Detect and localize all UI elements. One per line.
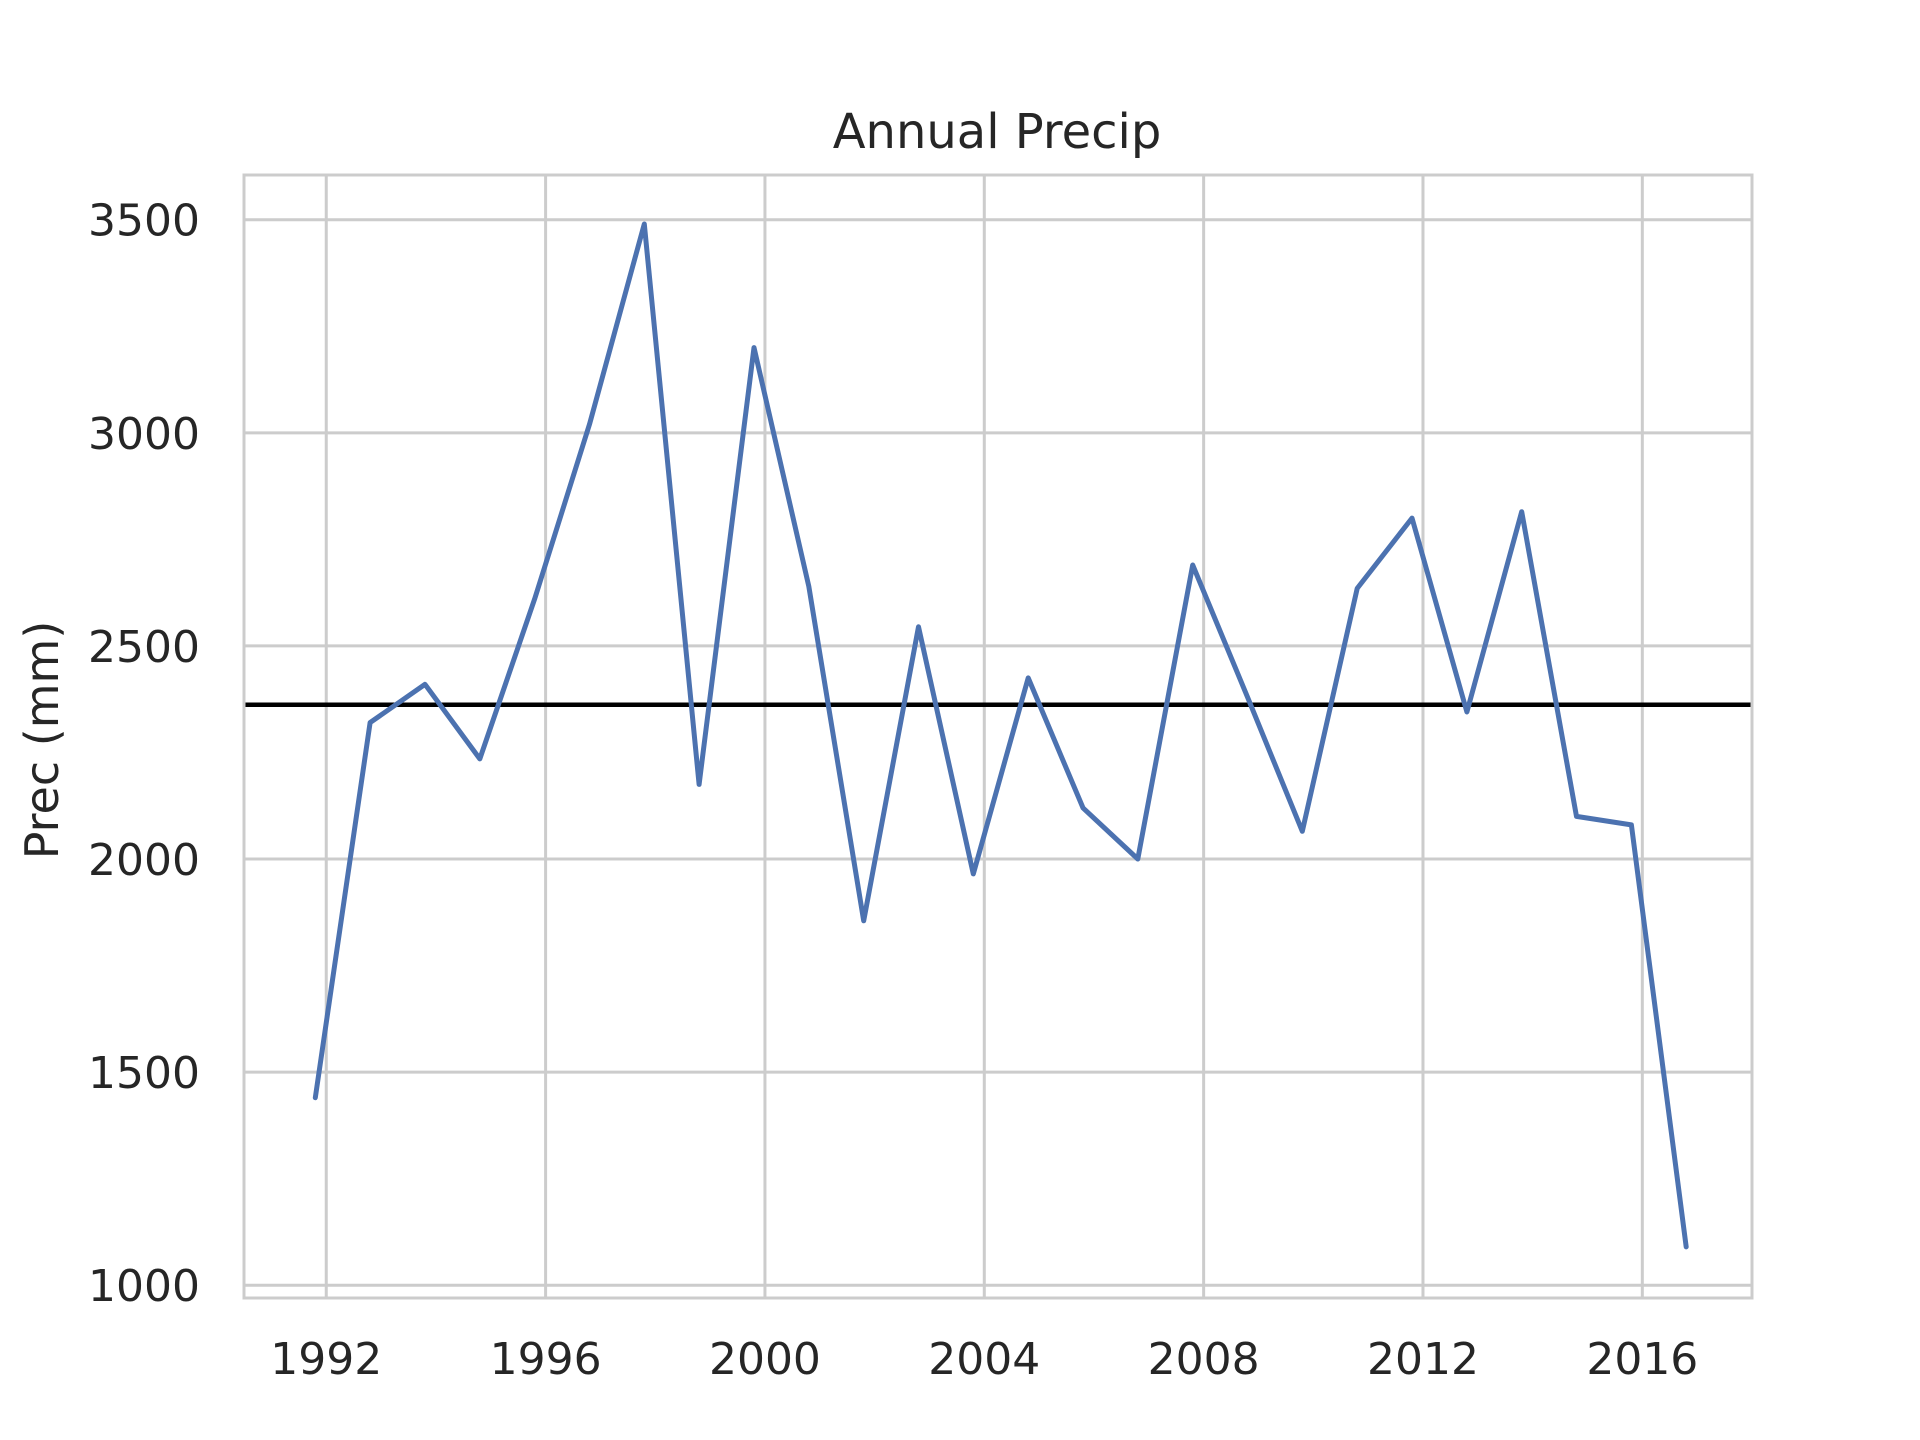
chart-title: Annual Precip — [833, 104, 1162, 160]
y-tick-labels: 1000 1500 2000 2500 3000 3500 — [88, 196, 200, 1312]
y-tick-label: 2000 — [88, 835, 200, 886]
y-tick-label: 3000 — [88, 409, 200, 460]
x-tick-labels: 1992 1996 2000 2004 2008 2012 2016 — [270, 1334, 1698, 1385]
y-axis-label: Prec (mm) — [15, 621, 69, 860]
x-tick-label: 1992 — [270, 1334, 382, 1385]
x-tick-label: 2008 — [1148, 1334, 1260, 1385]
x-tick-label: 2000 — [709, 1334, 821, 1385]
grid-lines — [244, 175, 1752, 1298]
y-tick-label: 1500 — [88, 1048, 200, 1099]
plot-frame — [242, 173, 1754, 1300]
y-tick-label: 1000 — [88, 1261, 200, 1312]
x-tick-label: 1996 — [490, 1334, 602, 1385]
y-tick-label: 2500 — [88, 622, 200, 673]
series-group — [312, 221, 1689, 1250]
x-tick-label: 2004 — [928, 1334, 1040, 1385]
x-tick-label: 2012 — [1367, 1334, 1479, 1385]
precip-series-line — [312, 221, 1689, 1250]
y-tick-label: 3500 — [88, 196, 200, 247]
x-tick-label: 2016 — [1586, 1334, 1698, 1385]
